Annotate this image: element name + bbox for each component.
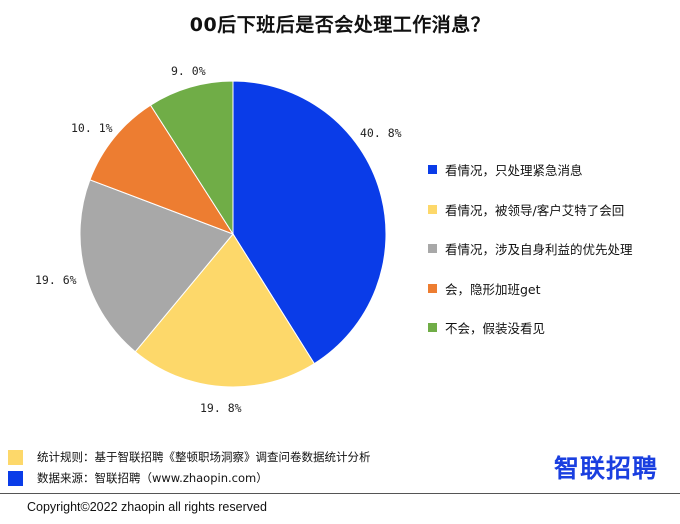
- legend-swatch-5: [428, 323, 437, 332]
- legend-swatch-3: [428, 244, 437, 253]
- legend-label-1: 看情况，只处理紧急消息: [445, 163, 583, 178]
- chart-title: 00后下班后是否会处理工作消息？: [189, 14, 491, 36]
- legend-swatch-4: [428, 283, 437, 293]
- brand-logo: 智联招聘: [554, 454, 659, 483]
- legend-swatch-2: [428, 204, 437, 214]
- footnote-method: 统计规则：基于智联招聘《整顿职场洞察》调查问卷数据统计分析: [8, 449, 371, 465]
- footnote-method-swatch: [8, 449, 23, 465]
- copyright: Copyright©2022 zhaopin all rights reserv…: [27, 500, 267, 514]
- pie-slice-5: [149, 80, 234, 236]
- pie-slice-1: [232, 80, 387, 365]
- legend-label-3: 看情况，涉及自身利益的优先处理: [445, 242, 633, 257]
- legend-item-4: 会，隐形加班get: [428, 281, 633, 297]
- slice-label-5: 9. 0%: [171, 64, 206, 78]
- footer-divider: [0, 493, 680, 494]
- legend: 看情况，只处理紧急消息看情况，被领导/客户艾特了会回 看情况，涉及自身利益的优先处…: [428, 163, 633, 361]
- pie-slice-2: [134, 233, 315, 388]
- legend-item-5: 不会，假装没看见: [428, 321, 633, 336]
- pie-slice-4: [89, 104, 235, 236]
- legend-item-2: 看情况，被领导/客户艾特了会回: [428, 202, 633, 218]
- footnote-source: 数据来源：智联招聘（www.zhaopin.com）: [8, 470, 268, 486]
- slice-label-1: 40. 8%: [360, 126, 402, 140]
- footnote-method-text: 统计规则：基于智联招聘《整顿职场洞察》调查问卷数据统计分析: [37, 450, 371, 464]
- legend-swatch-1: [428, 165, 437, 174]
- legend-item-3: 看情况，涉及自身利益的优先处理: [428, 242, 633, 257]
- pie-slice-3: [79, 179, 234, 353]
- slice-label-3: 19. 6%: [35, 273, 77, 287]
- slice-label-4: 10. 1%: [71, 121, 113, 135]
- legend-label-4: 会，隐形加班get: [445, 281, 541, 297]
- footnote-source-text: 数据来源：智联招聘（www.zhaopin.com）: [37, 471, 268, 485]
- legend-label-2: 看情况，被领导/客户艾特了会回: [445, 202, 625, 218]
- legend-label-5: 不会，假装没看见: [445, 321, 546, 336]
- legend-item-1: 看情况，只处理紧急消息: [428, 163, 633, 178]
- slice-label-2: 19. 8%: [200, 401, 242, 415]
- footnote-source-swatch: [8, 470, 23, 486]
